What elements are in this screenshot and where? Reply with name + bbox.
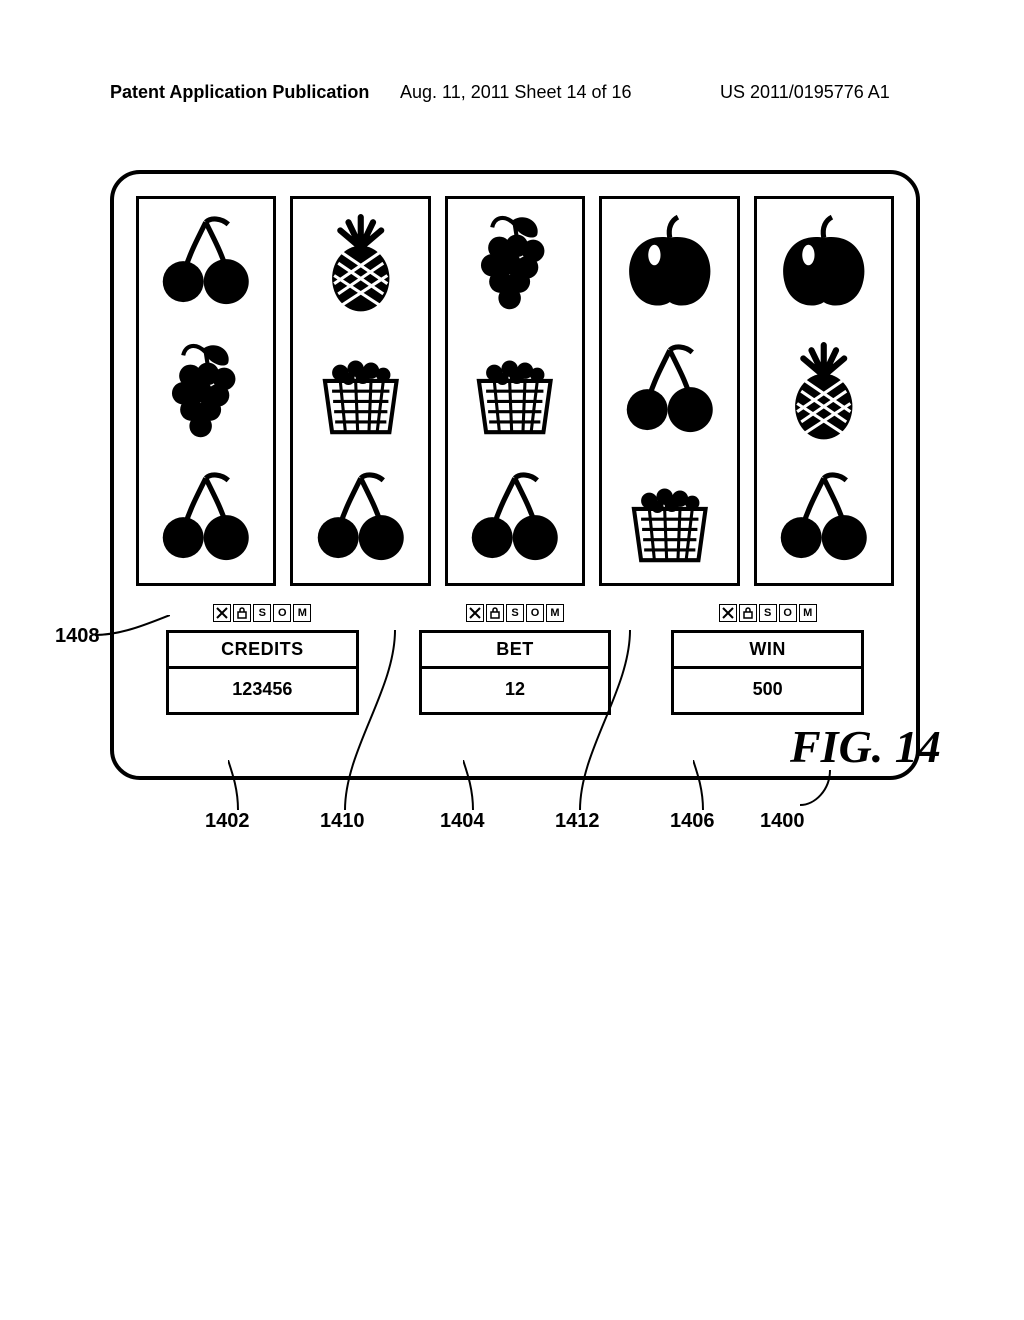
meter-value: 123456 [169, 669, 356, 712]
lead-1410 [340, 630, 400, 810]
meter-box: CREDITS123456 [166, 630, 359, 715]
letter-s-icon: S [253, 604, 271, 622]
letter-s-icon: S [506, 604, 524, 622]
lead-1408 [95, 615, 170, 640]
reel-symbol-cherry [139, 455, 273, 583]
meters-row: SOMCREDITS123456SOMBET12SOMWIN500 [136, 604, 894, 754]
header-publication: Patent Application Publication [110, 82, 369, 103]
reel-symbol-cherry [293, 455, 427, 583]
letter-m-icon: M [293, 604, 311, 622]
reel-column [754, 196, 894, 586]
letter-o-icon: O [526, 604, 544, 622]
reel-symbol-basket [448, 327, 582, 455]
lead-1412 [575, 630, 635, 810]
meter-credits: SOM CREDITS123456 [166, 604, 359, 754]
meter-icon-row: SOM [466, 604, 564, 622]
reel-symbol-cherry [602, 327, 736, 455]
game-screen-frame: SOMCREDITS123456SOMBET12SOMWIN500 [110, 170, 920, 780]
meter-value: 500 [674, 669, 861, 712]
lead-1404 [463, 760, 493, 810]
letter-m-icon: M [799, 604, 817, 622]
reel-symbol-cherry [448, 455, 582, 583]
reel-column [290, 196, 430, 586]
lead-1400 [800, 770, 840, 810]
reel-symbol-basket [602, 455, 736, 583]
reel-column [445, 196, 585, 586]
reel-symbol-pineapple [293, 199, 427, 327]
lead-1406 [693, 760, 723, 810]
callout-1408: 1408 [55, 625, 100, 648]
callout-1404: 1404 [440, 810, 485, 833]
reel-column [599, 196, 739, 586]
letter-m-icon: M [546, 604, 564, 622]
header-patent-no: US 2011/0195776 A1 [720, 82, 890, 103]
reel-symbol-grapes [139, 327, 273, 455]
close-icon [466, 604, 484, 622]
callout-1410: 1410 [320, 810, 365, 833]
callout-1412: 1412 [555, 810, 600, 833]
reel-symbol-apple [757, 199, 891, 327]
letter-o-icon: O [273, 604, 291, 622]
letter-s-icon: S [759, 604, 777, 622]
reel-symbol-cherry [139, 199, 273, 327]
reel-area [136, 196, 894, 586]
reel-column [136, 196, 276, 586]
header-sheet-info: Aug. 11, 2011 Sheet 14 of 16 [400, 82, 632, 103]
letter-o-icon: O [779, 604, 797, 622]
lock-icon [486, 604, 504, 622]
callout-1406: 1406 [670, 810, 715, 833]
meter-icon-row: SOM [719, 604, 817, 622]
callout-1400: 1400 [760, 810, 805, 833]
meter-title: CREDITS [169, 633, 356, 669]
meter-box: WIN500 [671, 630, 864, 715]
reel-symbol-cherry [757, 455, 891, 583]
reel-symbol-pineapple [757, 327, 891, 455]
meter-icon-row: SOM [213, 604, 311, 622]
reel-symbol-basket [293, 327, 427, 455]
close-icon [719, 604, 737, 622]
reel-symbol-grapes [448, 199, 582, 327]
meter-title: WIN [674, 633, 861, 669]
lock-icon [233, 604, 251, 622]
reel-symbol-apple [602, 199, 736, 327]
lead-1402 [228, 760, 258, 810]
lock-icon [739, 604, 757, 622]
close-icon [213, 604, 231, 622]
figure-label: FIG. 14 [790, 720, 941, 773]
callout-1402: 1402 [205, 810, 250, 833]
